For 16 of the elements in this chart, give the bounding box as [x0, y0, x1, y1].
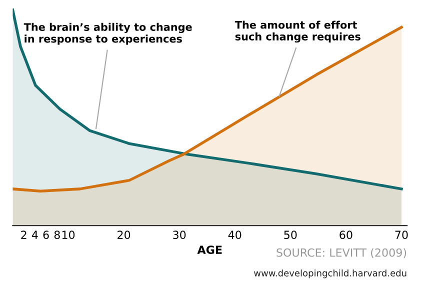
x-tick-label: 4 — [32, 230, 38, 239]
source-note: SOURCE: LEVITT (2009) — [276, 248, 406, 258]
x-tick-label: 6 — [43, 230, 49, 240]
text: www.developingchild.harvard.edu — [254, 270, 406, 278]
x-tick-label: 60 — [340, 230, 352, 240]
x-tick-label: 50 — [284, 230, 297, 240]
x-tick-label: 30 — [173, 230, 186, 240]
x-tick-label: 10 — [62, 230, 75, 240]
x-tick-label: 40 — [228, 230, 242, 240]
series-label: The brain’s ability to change in response to experiences — [24, 22, 192, 45]
x-axis-title: AGE — [197, 246, 222, 254]
series-label: The amount of effort such change requires — [234, 20, 360, 43]
x-tick-label: 8 — [54, 230, 60, 240]
x-tick-label: 70 — [395, 230, 408, 240]
x-tick-label: 2 — [21, 230, 26, 239]
x-tick-label: 20 — [118, 230, 130, 240]
